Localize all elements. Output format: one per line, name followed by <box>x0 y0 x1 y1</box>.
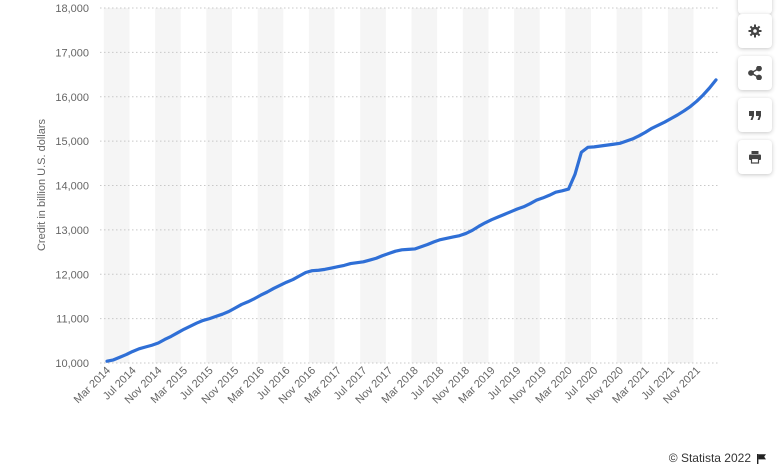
plot-band <box>257 8 284 363</box>
quote-icon <box>749 111 761 120</box>
y-axis-ticks: 10,000 11,000 12,000 13,000 14,000 15,000 16,0… <box>55 3 89 370</box>
share-icon <box>748 66 762 80</box>
y-tick-label: 17,000 <box>55 47 89 59</box>
y-tick-label: 11,000 <box>56 314 89 326</box>
settings-button[interactable] <box>738 14 772 48</box>
y-tick-label: 10,000 <box>55 358 89 370</box>
y-tick-label: 18,000 <box>55 3 89 15</box>
notification-button[interactable] <box>738 0 772 14</box>
plot-band <box>206 8 233 363</box>
y-axis-label: Credit in billion U.S. dollars <box>36 118 48 251</box>
y-tick-label: 16,000 <box>55 92 89 104</box>
y-tick-label: 12,000 <box>55 269 89 281</box>
plot-band <box>514 8 540 363</box>
gear-icon <box>748 24 762 38</box>
gridlines <box>100 7 720 364</box>
print-icon <box>749 151 761 164</box>
credit-text: © Statista 2022 <box>668 451 751 465</box>
y-tick-label: 14,000 <box>55 181 89 193</box>
y-tick-label: 13,000 <box>55 225 89 237</box>
cite-button[interactable] <box>738 98 772 132</box>
flag-icon <box>757 453 766 464</box>
print-button[interactable] <box>738 140 772 174</box>
series-line[interactable] <box>105 78 718 363</box>
source-credit[interactable]: © Statista 2022 <box>669 451 767 465</box>
y-tick-label: 15,000 <box>55 136 89 148</box>
share-button[interactable] <box>738 56 772 90</box>
